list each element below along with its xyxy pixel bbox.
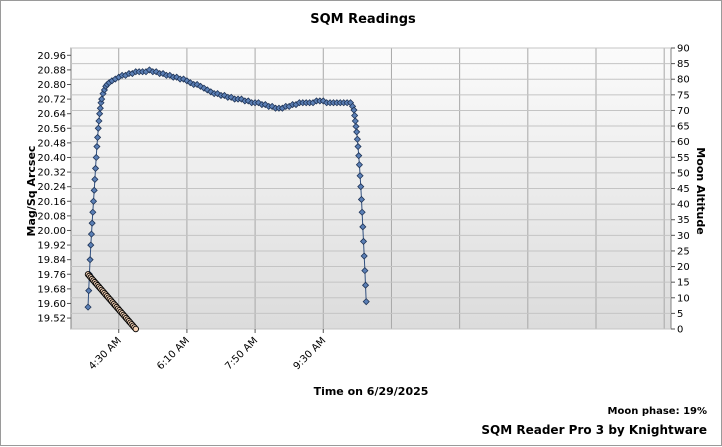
x-tick-label: 6:10 AM [155, 335, 192, 372]
moon-point [132, 325, 140, 333]
x-tick-label: 7:50 AM [223, 335, 260, 372]
y2-tick-label: 65 [677, 122, 690, 133]
sqm-point [356, 172, 364, 180]
y-tick-label: 20.88 [37, 65, 66, 76]
y2-tick-label: 50 [677, 168, 690, 179]
sqm-point [92, 153, 100, 162]
sqm-point [357, 195, 366, 204]
sqm-point [85, 287, 93, 295]
y-tick-label: 20.40 [37, 153, 66, 164]
sqm-point [362, 298, 370, 306]
y-tick-label: 20.16 [37, 197, 66, 208]
y-tick-label: 19.52 [37, 314, 66, 325]
x-tick-label: 9:30 AM [292, 335, 329, 372]
y-tick-label: 19.84 [37, 255, 66, 266]
sqm-point [94, 124, 102, 132]
sqm-point [94, 133, 102, 141]
y2-axis-title: Moon Altitude [694, 147, 707, 234]
y2-tick-label: 60 [677, 137, 690, 148]
sqm-point [359, 237, 368, 245]
y2-tick-label: 75 [677, 90, 690, 101]
y2-tick-label: 25 [677, 246, 690, 257]
y-tick-label: 19.92 [37, 241, 66, 252]
sqm-point [354, 142, 362, 151]
y2-tick-label: 20 [677, 262, 690, 273]
sqm-point [358, 208, 366, 216]
y-tick-label: 20.64 [37, 109, 66, 120]
y2-tick-label: 90 [677, 44, 690, 55]
series-sqm-readings [84, 66, 370, 311]
sqm-point [353, 135, 361, 143]
sqm-point [89, 197, 98, 205]
y-tick-label: 19.68 [37, 284, 66, 295]
y-tick-label: 20.08 [37, 211, 66, 222]
sqm-point [87, 230, 96, 238]
y-tick-label: 20.24 [37, 182, 66, 193]
sqm-point [88, 219, 96, 227]
y2-tick-label: 10 [677, 293, 690, 304]
sqm-point [357, 183, 365, 191]
sqm-point [91, 175, 99, 183]
y-tick-label: 20.32 [37, 168, 66, 179]
y-axis-title: Mag/Sq Arcsec [25, 146, 38, 237]
chart-title: SQM Readings [310, 12, 416, 27]
y-tick-label: 20.80 [37, 80, 66, 91]
series-moon-altitude [84, 271, 140, 333]
y2-tick-label: 85 [677, 59, 690, 70]
sqm-point [355, 161, 363, 169]
y-tick-label: 20.56 [37, 124, 66, 135]
y2-tick-label: 55 [677, 153, 690, 164]
sqm-point [96, 110, 104, 118]
y2-tick-label: 0 [677, 325, 683, 336]
y2-tick-label: 30 [677, 231, 690, 242]
y-tick-label: 20.96 [37, 51, 66, 62]
credit-label: SQM Reader Pro 3 by Knightware [481, 423, 707, 437]
sqm-point [84, 303, 92, 311]
sqm-point [355, 152, 363, 160]
sqm-point [361, 267, 369, 275]
sqm-point [87, 241, 95, 249]
sqm-point [96, 104, 104, 112]
x-tick-label: 4:30 AM [87, 335, 124, 372]
y-axis-left-ticks: 20.96 20.88 20.80 20.72 20.64 20.56 20.48 20.40… [37, 51, 71, 325]
y2-tick-label: 80 [677, 75, 690, 86]
sqm-point [86, 256, 94, 264]
x-axis-title: Time on 6/29/2025 [314, 385, 429, 398]
y2-tick-label: 35 [677, 215, 690, 226]
sqm-point [90, 186, 98, 194]
y2-tick-label: 5 [677, 309, 683, 320]
y-tick-label: 19.60 [37, 299, 66, 310]
y-tick-label: 20.00 [37, 226, 66, 237]
sqm-point [95, 117, 103, 125]
x-axis-ticks: 4:30 AM 6:10 AM 7:50 AM 9:30 AM [87, 329, 328, 372]
y2-tick-label: 15 [677, 278, 690, 289]
y2-tick-label: 40 [677, 200, 690, 211]
y2-tick-label: 45 [677, 184, 690, 195]
sqm-point [89, 208, 97, 216]
moon-phase-label: Moon phase: 19% [608, 406, 707, 417]
y-tick-label: 20.72 [37, 95, 66, 106]
sqm-point [91, 164, 100, 172]
y2-tick-label: 70 [677, 106, 690, 117]
y-tick-label: 20.48 [37, 138, 66, 149]
sqm-point [359, 223, 367, 231]
sqm-point [353, 128, 361, 136]
sqm-point [93, 142, 101, 151]
sqm-point [361, 281, 370, 289]
y-tick-label: 19.76 [37, 270, 66, 281]
sqm-point [98, 95, 106, 103]
sqm-point [360, 252, 368, 260]
grid-lines [71, 47, 671, 330]
